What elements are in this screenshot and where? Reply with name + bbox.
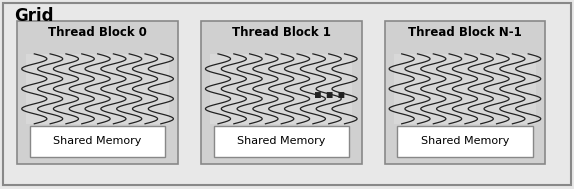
FancyBboxPatch shape xyxy=(26,54,169,124)
FancyBboxPatch shape xyxy=(17,21,178,164)
FancyBboxPatch shape xyxy=(385,21,545,164)
Text: Shared Memory: Shared Memory xyxy=(421,136,509,146)
Text: Shared Memory: Shared Memory xyxy=(237,136,325,146)
FancyBboxPatch shape xyxy=(201,21,362,164)
FancyBboxPatch shape xyxy=(397,126,533,157)
FancyBboxPatch shape xyxy=(30,126,165,157)
FancyBboxPatch shape xyxy=(210,54,352,124)
FancyBboxPatch shape xyxy=(394,54,536,124)
FancyBboxPatch shape xyxy=(214,126,349,157)
Text: Thread Block 0: Thread Block 0 xyxy=(48,26,147,40)
Text: Grid: Grid xyxy=(14,7,54,25)
FancyBboxPatch shape xyxy=(3,3,571,185)
Text: Shared Memory: Shared Memory xyxy=(53,136,142,146)
Text: Thread Block 1: Thread Block 1 xyxy=(232,26,331,40)
Text: ■ ■ ■: ■ ■ ■ xyxy=(315,90,345,99)
Text: Thread Block N-1: Thread Block N-1 xyxy=(408,26,522,40)
